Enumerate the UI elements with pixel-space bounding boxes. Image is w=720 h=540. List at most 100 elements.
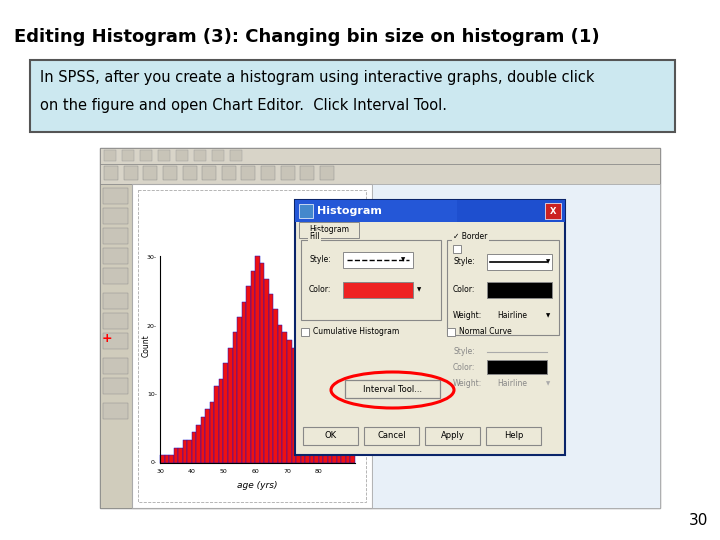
Text: ▼: ▼: [546, 260, 550, 265]
Text: Hairline: Hairline: [497, 312, 527, 321]
Bar: [337, 448, 341, 463]
Text: Histogram: Histogram: [309, 226, 349, 234]
Bar: [364, 427, 419, 445]
Text: 80: 80: [315, 469, 323, 474]
Bar: [300, 363, 305, 463]
Bar: [103, 403, 128, 419]
Bar: [163, 166, 177, 180]
Bar: [314, 409, 319, 463]
Text: +: +: [102, 332, 112, 345]
Text: Weight:: Weight:: [453, 380, 482, 388]
Bar: [545, 203, 561, 219]
Bar: [301, 328, 309, 336]
Bar: [345, 380, 440, 398]
Bar: [143, 166, 157, 180]
Bar: [260, 264, 264, 463]
Bar: [237, 317, 242, 463]
Text: Apply: Apply: [441, 431, 464, 441]
Bar: [100, 184, 132, 508]
Bar: [487, 254, 552, 270]
Bar: [202, 166, 216, 180]
Bar: [372, 184, 660, 508]
Text: ▼: ▼: [546, 314, 550, 319]
Bar: [269, 294, 274, 463]
Bar: [205, 409, 210, 463]
Bar: [333, 448, 337, 463]
Bar: [310, 394, 314, 463]
Bar: [169, 455, 174, 463]
Bar: [486, 427, 541, 445]
Bar: [160, 455, 165, 463]
Text: ▼: ▼: [417, 287, 421, 293]
Bar: [103, 268, 128, 284]
Bar: [278, 325, 282, 463]
Bar: [346, 455, 351, 463]
Bar: [124, 166, 138, 180]
Bar: [103, 248, 128, 264]
Text: on the figure and open Chart Editor.  Click Interval Tool.: on the figure and open Chart Editor. Cli…: [40, 98, 447, 113]
Bar: [104, 150, 116, 161]
Bar: [104, 166, 118, 180]
Bar: [212, 150, 224, 161]
Bar: [103, 378, 128, 394]
Bar: [176, 150, 188, 161]
Bar: [165, 455, 169, 463]
Text: Style:: Style:: [453, 348, 474, 356]
Text: Normal Curve: Normal Curve: [459, 327, 512, 336]
Bar: [246, 286, 251, 463]
Text: 20-: 20-: [147, 323, 157, 329]
Bar: [287, 340, 292, 463]
Bar: [295, 200, 565, 455]
Bar: [138, 190, 366, 502]
Bar: [292, 348, 296, 463]
Bar: [100, 164, 660, 184]
Bar: [343, 282, 413, 298]
Bar: [222, 166, 236, 180]
Text: In SPSS, after you create a histogram using interactive graphs, double click: In SPSS, after you create a histogram us…: [40, 70, 595, 85]
Bar: [351, 455, 355, 463]
Bar: [255, 255, 260, 463]
Bar: [219, 379, 223, 463]
Bar: [140, 150, 152, 161]
Bar: [158, 150, 170, 161]
Text: Color:: Color:: [453, 286, 475, 294]
Bar: [192, 433, 197, 463]
Text: Weight:: Weight:: [453, 312, 482, 321]
Text: Interval Tool...: Interval Tool...: [363, 384, 422, 394]
Bar: [299, 204, 313, 218]
Bar: [178, 448, 183, 463]
Bar: [343, 252, 413, 268]
Bar: [132, 184, 372, 508]
Text: Cumulative Histogram: Cumulative Histogram: [313, 327, 400, 336]
Text: ▼: ▼: [401, 258, 405, 262]
Bar: [305, 379, 310, 463]
Bar: [299, 222, 359, 238]
Bar: [201, 417, 205, 463]
Text: age (yrs): age (yrs): [238, 481, 278, 490]
Text: OK: OK: [325, 431, 336, 441]
Bar: [341, 455, 346, 463]
Bar: [453, 245, 461, 253]
Text: Hairline: Hairline: [497, 380, 527, 388]
Bar: [174, 448, 178, 463]
Bar: [103, 228, 128, 244]
Text: Cancel: Cancel: [377, 431, 406, 441]
Bar: [183, 440, 187, 463]
Bar: [447, 240, 559, 335]
Bar: [303, 427, 358, 445]
Bar: [320, 166, 334, 180]
Text: Histogram: Histogram: [317, 206, 382, 216]
Bar: [296, 355, 300, 463]
Bar: [197, 424, 201, 463]
Text: Editing Histogram (3): Changing bin size on histogram (1): Editing Histogram (3): Changing bin size…: [14, 28, 600, 46]
Text: ▼: ▼: [546, 287, 550, 293]
Bar: [103, 358, 128, 374]
Bar: [103, 333, 128, 349]
Bar: [487, 282, 552, 298]
Bar: [301, 240, 441, 320]
Bar: [210, 402, 215, 463]
Text: X: X: [550, 206, 557, 215]
Bar: [103, 293, 128, 309]
Text: Style:: Style:: [453, 258, 474, 267]
Bar: [215, 386, 219, 463]
